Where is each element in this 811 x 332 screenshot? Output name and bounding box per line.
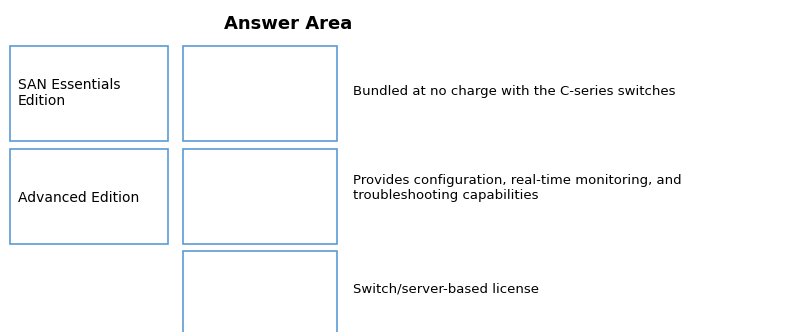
Bar: [182, 251, 337, 332]
Bar: [182, 46, 337, 141]
Bar: [182, 149, 337, 244]
Bar: [10, 46, 168, 141]
Text: Provides configuration, real-time monitoring, and
troubleshooting capabilities: Provides configuration, real-time monito…: [353, 174, 681, 202]
Text: SAN Essentials
Edition: SAN Essentials Edition: [18, 78, 120, 108]
Text: Answer Area: Answer Area: [224, 15, 352, 33]
Bar: [10, 149, 168, 244]
Text: Bundled at no charge with the C-series switches: Bundled at no charge with the C-series s…: [353, 85, 675, 98]
Text: Advanced Edition: Advanced Edition: [18, 191, 139, 205]
Text: Switch/server-based license: Switch/server-based license: [353, 282, 539, 295]
